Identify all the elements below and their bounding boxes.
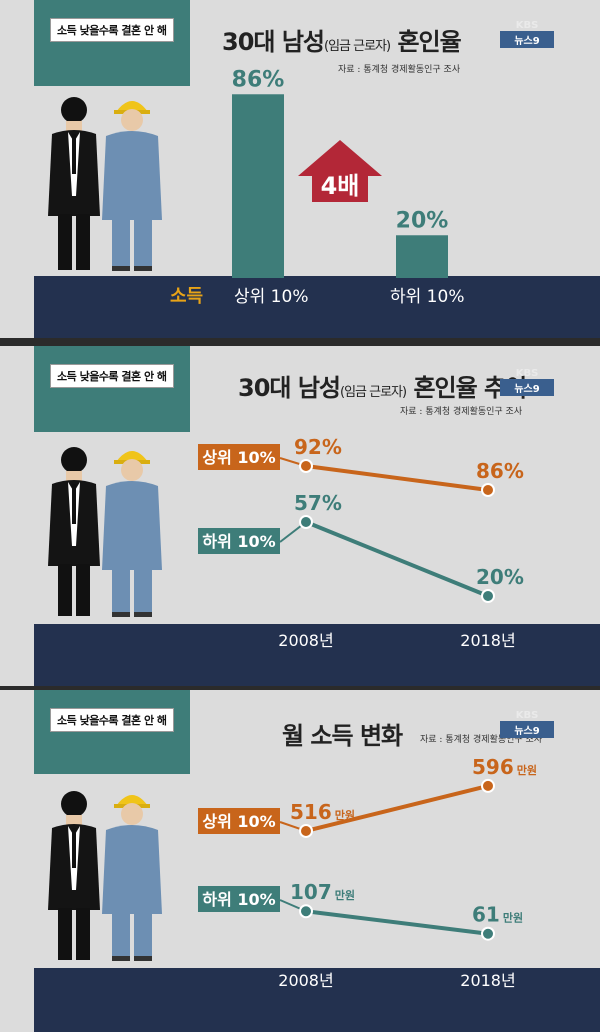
kbs-logo: KBS 뉴스9 <box>500 368 554 396</box>
series-line <box>305 909 489 936</box>
topic-tag: 소득 낮을수록 결혼 안 해 <box>50 18 174 42</box>
point-value-label: 596 만원 <box>472 755 537 779</box>
base-band <box>34 968 600 1032</box>
series-name: 상위 10% <box>202 812 275 831</box>
chart-title: 30대 남성(임금 근로자) 혼인율 <box>222 28 462 56</box>
point-value-label: 516 만원 <box>290 800 355 824</box>
data-point <box>299 459 313 473</box>
topic-tag: 소득 낮을수록 결혼 안 해 <box>50 364 174 388</box>
data-point <box>481 589 495 603</box>
category-label: 하위 10% <box>390 287 464 307</box>
point-value-label: 86% <box>476 459 524 483</box>
series-label-box <box>198 808 280 834</box>
series-line <box>305 464 489 492</box>
income-label: 소득 <box>170 286 203 307</box>
point-value-label: 61 만원 <box>472 903 523 927</box>
office-worker-icon <box>48 447 100 616</box>
data-point <box>481 926 495 941</box>
x-tick-label: 2008년 <box>278 971 333 990</box>
bar-value-label: 20% <box>396 208 449 233</box>
series-label-box <box>198 444 280 470</box>
series-label-box <box>198 528 280 554</box>
bar-value-label: 86% <box>232 67 285 92</box>
panel-marriage-rate-trend: 소득 낮을수록 결혼 안 해 30대 남성(임금 근로자) 혼인율 추이 자료 … <box>0 346 600 686</box>
header-accent-box <box>34 690 190 774</box>
header-accent-box <box>34 0 190 86</box>
base-band <box>34 276 600 338</box>
panel-monthly-income: 소득 낮을수록 결혼 안 해 월 소득 변화 자료 : 통계청 경제활동인구 조… <box>0 690 600 1032</box>
data-point <box>481 778 495 793</box>
blue-collar-worker-icon <box>102 451 162 617</box>
point-value-label: 20% <box>476 565 524 589</box>
point-value-label: 107 만원 <box>290 880 355 904</box>
arrow-up-icon <box>298 140 382 202</box>
base-band <box>34 624 600 686</box>
x-tick-label: 2018년 <box>460 971 515 990</box>
line-chart: 상위 10% 92% 86% 하위 10% 57% 20% 2008년 2018년 <box>48 435 524 650</box>
office-worker-icon <box>48 791 100 960</box>
data-point <box>299 515 313 529</box>
point-value-label: 92% <box>294 435 342 459</box>
kbs-logo: KBS 뉴스9 <box>500 20 554 48</box>
bar <box>232 94 284 279</box>
series-line <box>305 783 489 833</box>
blue-collar-worker-icon <box>102 795 162 961</box>
series-name: 상위 10% <box>202 448 275 467</box>
data-point <box>299 823 313 838</box>
series-label-box <box>198 886 280 912</box>
source-note: 자료 : 통계청 경제활동인구 조사 <box>420 735 543 745</box>
x-tick-label: 2018년 <box>460 631 515 650</box>
series-name: 하위 10% <box>202 532 275 551</box>
kbs-logo: KBS 뉴스9 <box>500 710 554 738</box>
topic-tag: 소득 낮을수록 결혼 안 해 <box>50 708 174 732</box>
bar <box>396 235 448 278</box>
source-note: 자료 : 통계청 경제활동인구 조사 <box>338 65 461 75</box>
ratio-badge: 4배 <box>321 172 360 200</box>
series-name: 하위 10% <box>202 890 275 909</box>
chart-title: 30대 남성(임금 근로자) 혼인율 추이 <box>238 374 527 402</box>
office-worker-icon <box>48 97 100 270</box>
point-value-label: 57% <box>294 491 342 515</box>
header-accent-box <box>34 346 190 432</box>
chart-title: 월 소득 변화 <box>282 722 403 750</box>
category-label: 상위 10% <box>234 287 308 307</box>
blue-collar-worker-icon <box>102 101 162 271</box>
bar-chart: 86% 상위 10% 20% 하위 10% 4배 소득 <box>48 67 464 307</box>
x-tick-label: 2008년 <box>278 631 333 650</box>
series-line <box>305 520 489 598</box>
data-point <box>481 483 495 497</box>
panel-marriage-rate-bar: 소득 낮을수록 결혼 안 해 30대 남성(임금 근로자) 혼인율 자료 : 통… <box>0 0 600 338</box>
data-point <box>299 904 313 919</box>
source-note: 자료 : 통계청 경제활동인구 조사 <box>400 407 523 417</box>
